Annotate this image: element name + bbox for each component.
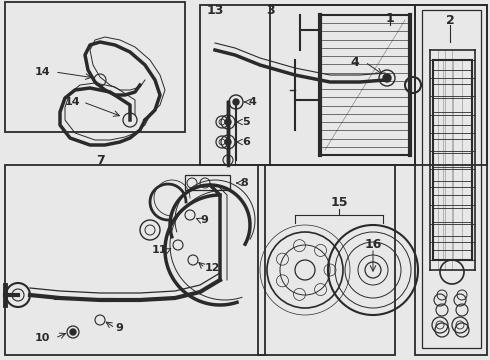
Text: 2: 2: [445, 13, 454, 27]
Bar: [258, 165, 395, 355]
Bar: [200, 5, 415, 165]
Text: 7: 7: [96, 153, 104, 166]
Text: 6: 6: [242, 137, 250, 147]
Text: 15: 15: [330, 197, 348, 210]
Bar: [185, 175, 230, 190]
Bar: [5, 2, 185, 132]
Bar: [5, 165, 265, 355]
Text: 4: 4: [351, 55, 359, 68]
Text: 9: 9: [115, 323, 123, 333]
Text: 8: 8: [240, 178, 248, 188]
Text: 14: 14: [35, 67, 50, 77]
Text: 10: 10: [35, 333, 50, 343]
Circle shape: [225, 119, 231, 125]
Circle shape: [225, 139, 231, 145]
Circle shape: [70, 329, 76, 335]
Bar: [270, 5, 487, 165]
Text: 9: 9: [200, 215, 208, 225]
Circle shape: [233, 99, 239, 105]
Bar: [422, 10, 481, 348]
Text: 5: 5: [242, 117, 249, 127]
Text: 13: 13: [206, 4, 224, 17]
Text: 4: 4: [248, 97, 256, 107]
Text: 16: 16: [364, 238, 382, 252]
Text: 3: 3: [266, 4, 274, 17]
Circle shape: [383, 74, 391, 82]
Bar: [415, 5, 487, 355]
Text: 14: 14: [65, 97, 81, 107]
Text: 1: 1: [386, 12, 394, 24]
Text: 11: 11: [151, 245, 167, 255]
Text: 12: 12: [205, 263, 220, 273]
